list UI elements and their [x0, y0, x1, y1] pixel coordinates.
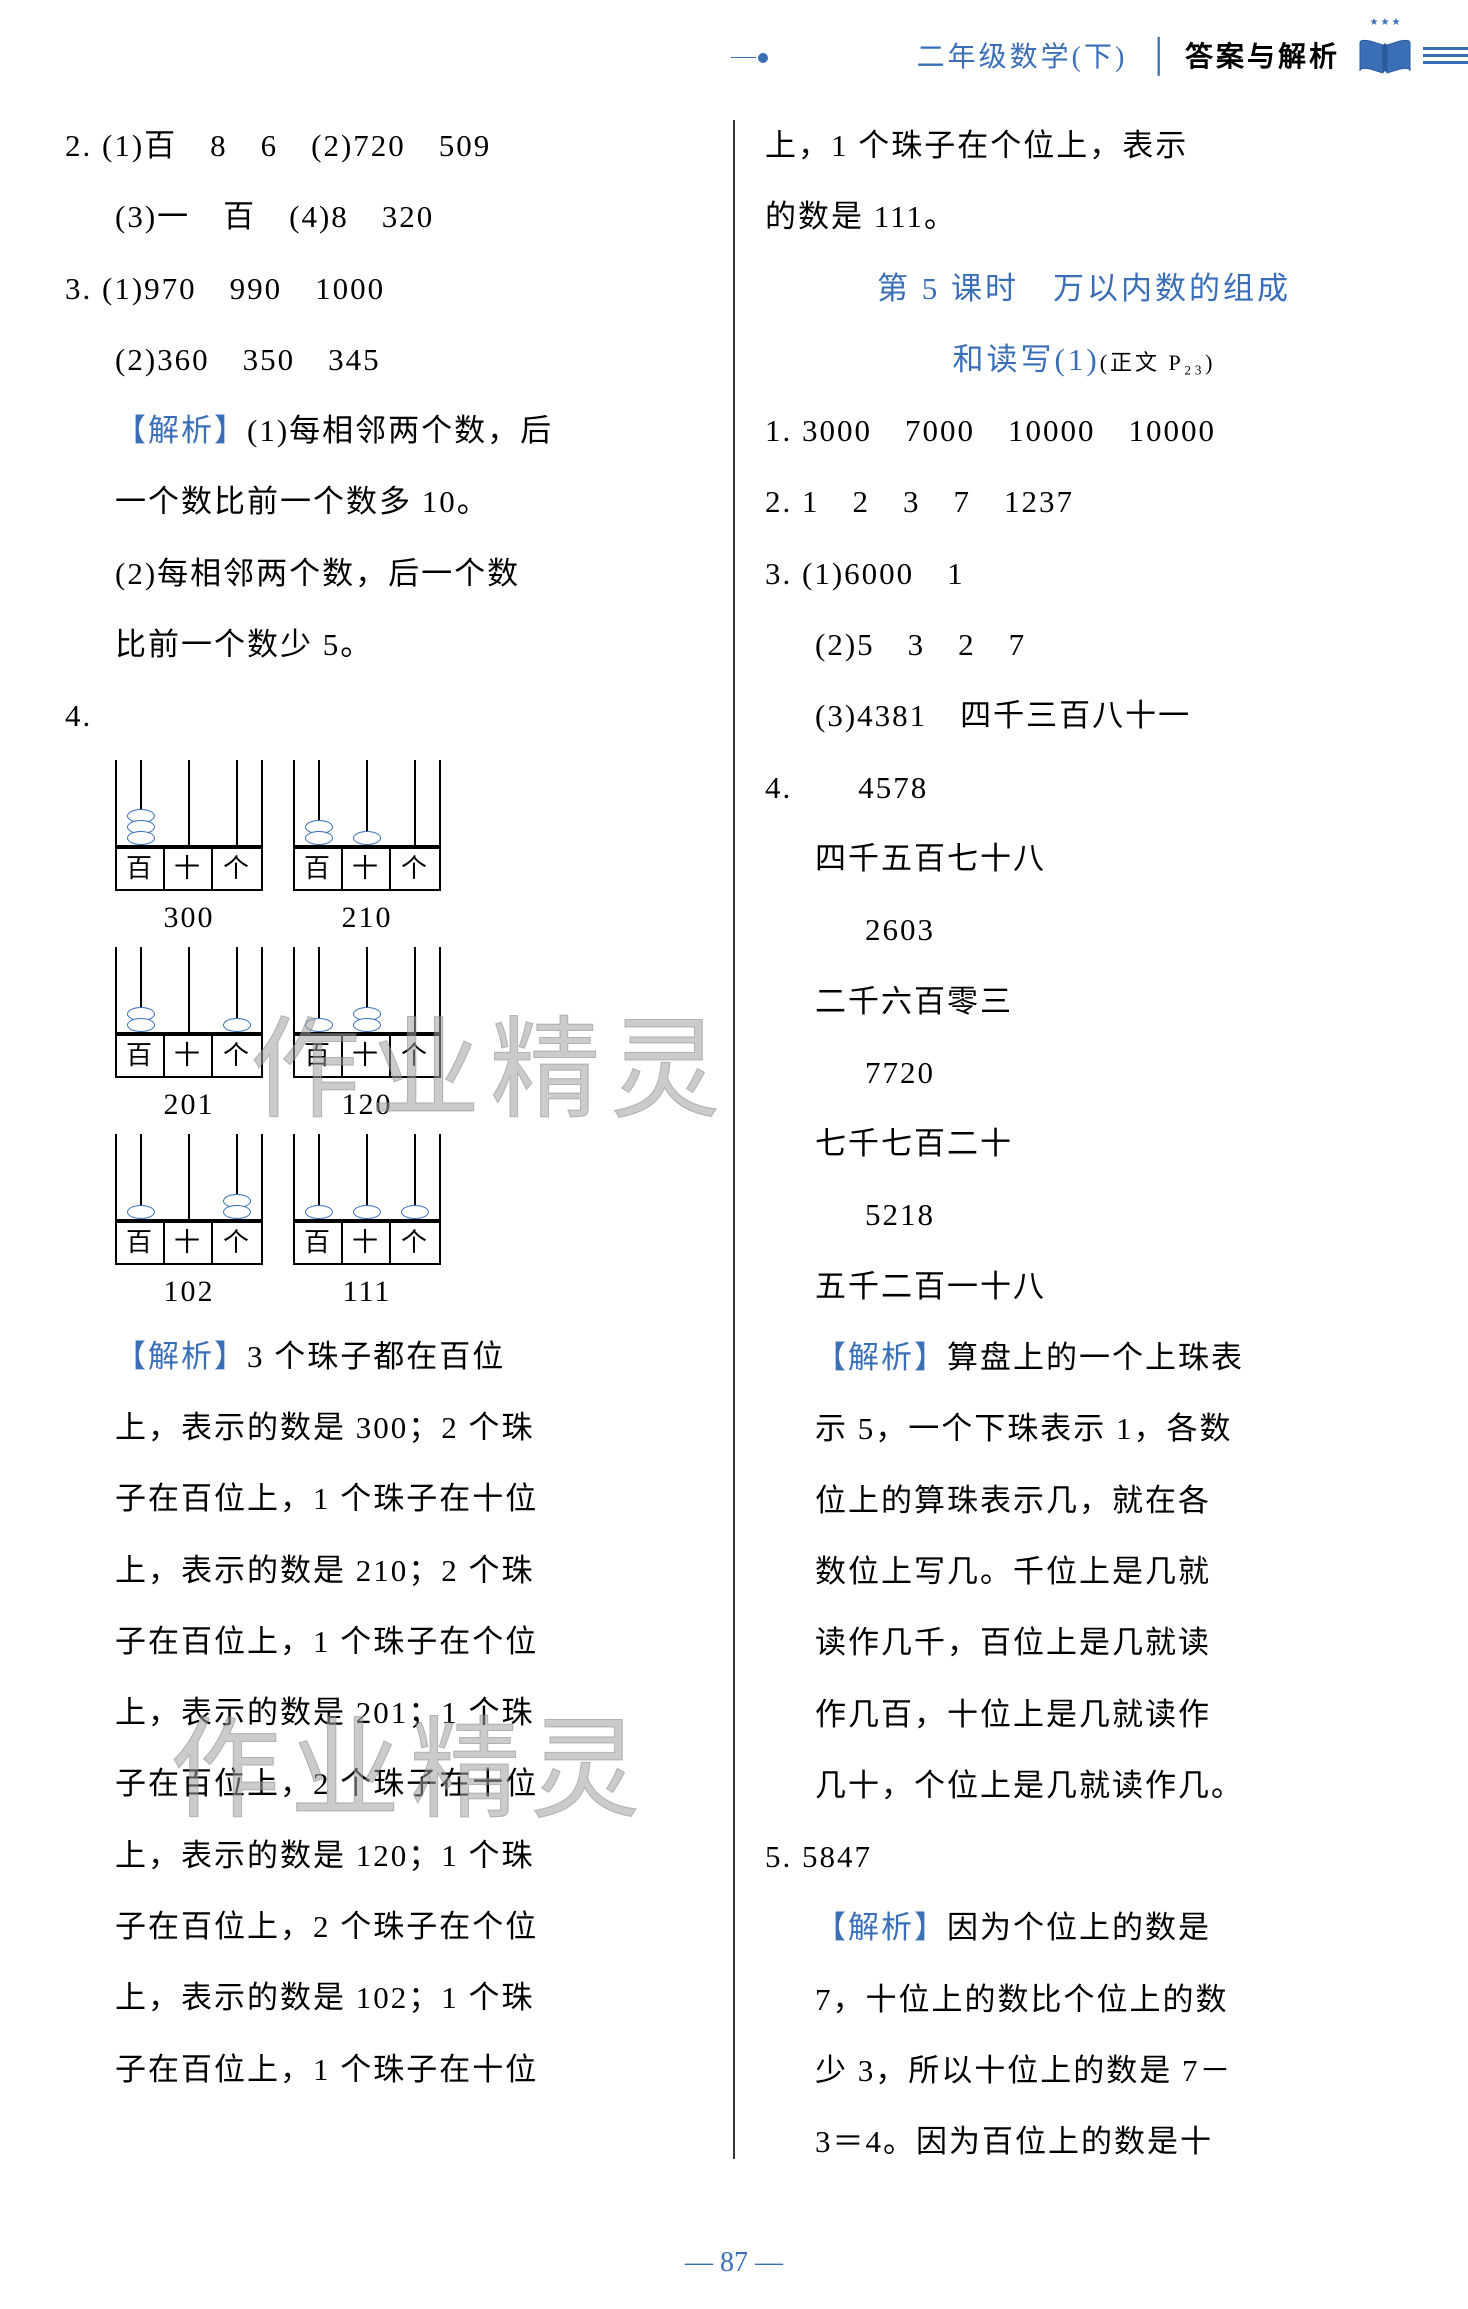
analysis-r4-text7: 几十，个位上是几就读作几。 — [765, 1750, 1403, 1821]
analysis-r4-text6: 作几百，十位上是几就读作 — [765, 1679, 1403, 1750]
subject-label: 二年级数学(下) — [917, 35, 1128, 75]
answer-r3-2: (2)5 3 2 7 — [765, 609, 1403, 680]
answer-r4-c4: 五千二百一十八 — [765, 1251, 1403, 1322]
answer-r4-c2: 二千六百零三 — [765, 966, 1403, 1037]
answer-r4-n4: 5218 — [765, 1179, 1403, 1250]
answer-r4-n3: 7720 — [765, 1037, 1403, 1108]
analysis-r5: 【解析】因为个位上的数是 — [765, 1892, 1403, 1963]
stars-decoration: ★★★ — [1370, 17, 1401, 28]
analysis-4-text7: 子在百位上，2 个珠子在十位 — [65, 1748, 703, 1819]
abacus-diagram: 百十个102 — [115, 1134, 263, 1313]
book-icon: ★★★ — [1355, 35, 1415, 75]
analysis-r4-text3: 位上的算珠表示几，就在各 — [765, 1465, 1403, 1536]
content-area: 2. (1)百 8 6 (2)720 509 (3)一 百 (4)8 320 3… — [65, 110, 1403, 2259]
analysis-4-text2: 上，表示的数是 300；2 个珠 — [65, 1392, 703, 1463]
analysis-r5-text3: 少 3，所以十位上的数是 7－ — [765, 2035, 1403, 2106]
abacus-number: 111 — [343, 1271, 392, 1313]
analysis-label: 【解析】 — [115, 1339, 247, 1374]
continuation-1: 上，1 个珠子在个位上，表示 — [765, 110, 1403, 181]
answer-label: 答案与解析 — [1185, 35, 1340, 75]
analysis-3: 【解析】(1)每相邻两个数，后 — [65, 395, 703, 466]
header-decoration-line — [731, 57, 756, 58]
analysis-r4-text5: 读作几千，百位上是几就读 — [765, 1607, 1403, 1678]
subject-divider: │ — [1147, 37, 1170, 74]
analysis-4-text10: 上，表示的数是 102；1 个珠 — [65, 1962, 703, 2033]
analysis-4-text4: 上，表示的数是 210；2 个珠 — [65, 1535, 703, 1606]
continuation-2: 的数是 111。 — [765, 181, 1403, 252]
abacus-row: 百十个300百十个210 — [115, 760, 703, 939]
analysis-4-text9: 子在百位上，2 个珠子在个位 — [65, 1891, 703, 1962]
analysis-4: 【解析】3 个珠子都在百位 — [65, 1321, 703, 1392]
lesson-title-2: 和读写(1)(正文 P₂₃) — [765, 324, 1403, 395]
answer-r3-3: (3)4381 四千三百八十一 — [765, 680, 1403, 751]
page: 二年级数学(下) │ 答案与解析 ★★★ 2. (1)百 8 6 (2)720 … — [0, 0, 1468, 2309]
answer-r3-1: 3. (1)6000 1 — [765, 538, 1403, 609]
abacus-diagram: 百十个300 — [115, 760, 263, 939]
answer-2-line2: (3)一 百 (4)8 320 — [65, 181, 703, 252]
abacus-number: 210 — [342, 897, 393, 939]
answer-r1: 1. 3000 7000 10000 10000 — [765, 395, 1403, 466]
abacus-diagram: 百十个111 — [293, 1134, 441, 1313]
analysis-label: 【解析】 — [815, 1340, 947, 1375]
abacus-number: 120 — [342, 1084, 393, 1126]
analysis-r4-text4: 数位上写几。千位上是几就 — [765, 1536, 1403, 1607]
analysis-4-text8: 上，表示的数是 120；1 个珠 — [65, 1820, 703, 1891]
answer-2-line1: 2. (1)百 8 6 (2)720 509 — [65, 110, 703, 181]
abacus-container: 百十个300百十个210百十个201百十个120百十个102百十个111 — [65, 760, 703, 1313]
answer-r2: 2. 1 2 3 7 1237 — [765, 466, 1403, 537]
abacus-diagram: 百十个210 — [293, 760, 441, 939]
right-column: 上，1 个珠子在个位上，表示 的数是 111。 第 5 课时 万以内数的组成 和… — [735, 110, 1403, 2259]
analysis-label: 【解析】 — [815, 1910, 947, 1945]
analysis-label: 【解析】 — [115, 413, 247, 448]
answer-r5: 5. 5847 — [765, 1821, 1403, 1892]
analysis-4-text1: 3 个珠子都在百位 — [247, 1339, 505, 1374]
answer-r4: 4. 4578 — [765, 752, 1403, 823]
abacus-diagram: 百十个201 — [115, 947, 263, 1126]
header-lines-decoration — [1423, 47, 1468, 64]
header-decoration-dot — [758, 53, 768, 63]
lesson-title-1: 第 5 课时 万以内数的组成 — [765, 253, 1403, 324]
page-number: — 87 — — [685, 2247, 783, 2279]
analysis-3-text1: (1)每相邻两个数，后 — [247, 413, 553, 448]
answer-r4-label: 4. — [765, 770, 792, 805]
lesson-ref: (正文 P₂₃) — [1100, 350, 1216, 375]
abacus-number: 201 — [164, 1084, 215, 1126]
analysis-3-text4: 比前一个数少 5。 — [65, 609, 703, 680]
answer-r4-c1: 四千五百七十八 — [765, 823, 1403, 894]
page-header: 二年级数学(下) │ 答案与解析 ★★★ — [917, 35, 1468, 75]
abacus-diagram: 百十个120 — [293, 947, 441, 1126]
analysis-4-text11: 子在百位上，1 个珠子在十位 — [65, 2034, 703, 2105]
analysis-r5-text1: 因为个位上的数是 — [947, 1910, 1211, 1945]
abacus-number: 102 — [164, 1271, 215, 1313]
answer-3-line2: (2)360 350 345 — [65, 324, 703, 395]
analysis-r5-text2: 7，十位上的数比个位上的数 — [765, 1964, 1403, 2035]
analysis-4-text6: 上，表示的数是 201；1 个珠 — [65, 1677, 703, 1748]
analysis-4-text5: 子在百位上，1 个珠子在个位 — [65, 1606, 703, 1677]
analysis-r4-text1: 算盘上的一个上珠表 — [947, 1340, 1244, 1375]
analysis-3-text2: 一个数比前一个数多 10。 — [65, 466, 703, 537]
abacus-number: 300 — [164, 897, 215, 939]
answer-3-line1: 3. (1)970 990 1000 — [65, 253, 703, 324]
abacus-row: 百十个201百十个120 — [115, 947, 703, 1126]
analysis-r4: 【解析】算盘上的一个上珠表 — [765, 1322, 1403, 1393]
lesson-title-2-text: 和读写(1) — [953, 342, 1100, 377]
answer-r4-n2: 2603 — [765, 894, 1403, 965]
answer-r4-n1: 4578 — [858, 770, 928, 805]
analysis-r5-text4: 3＝4。因为百位上的数是十 — [765, 2106, 1403, 2177]
analysis-4-text3: 子在百位上，1 个珠子在十位 — [65, 1463, 703, 1534]
answer-4-label: 4. — [65, 680, 703, 751]
left-column: 2. (1)百 8 6 (2)720 509 (3)一 百 (4)8 320 3… — [65, 110, 733, 2259]
answer-r4-c3: 七千七百二十 — [765, 1108, 1403, 1179]
abacus-row: 百十个102百十个111 — [115, 1134, 703, 1313]
analysis-3-text3: (2)每相邻两个数，后一个数 — [65, 538, 703, 609]
analysis-r4-text2: 示 5，一个下珠表示 1，各数 — [765, 1393, 1403, 1464]
